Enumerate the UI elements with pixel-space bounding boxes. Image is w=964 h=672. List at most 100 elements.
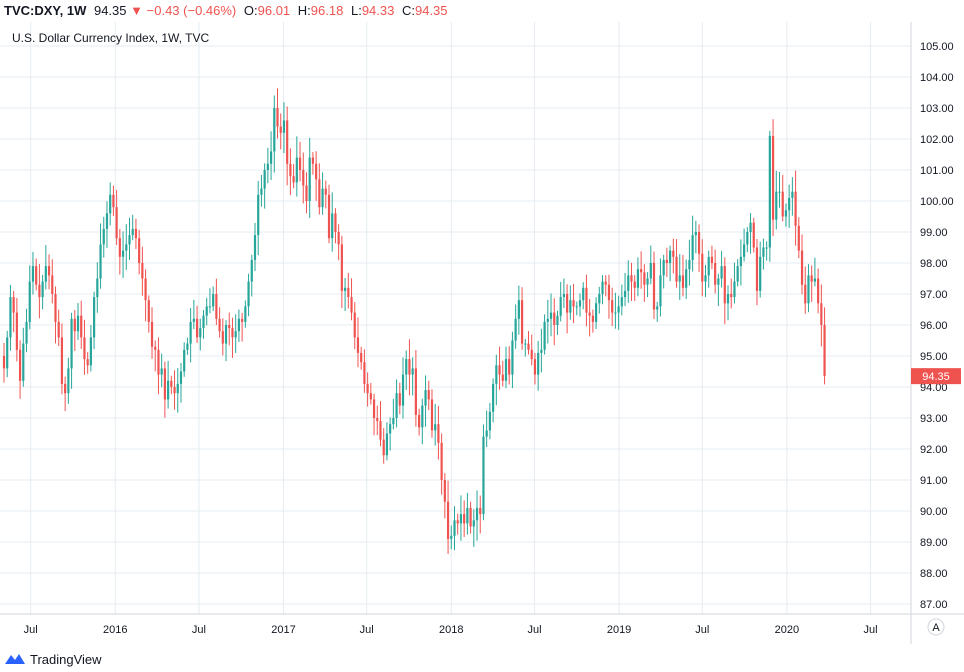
- candle-body: [289, 163, 292, 177]
- candle-body: [266, 163, 269, 170]
- candle-body: [22, 343, 25, 381]
- candle-body: [681, 275, 685, 288]
- candle-body: [173, 387, 176, 394]
- candle-body: [643, 272, 646, 285]
- candle-body: [691, 235, 694, 260]
- candle-body: [221, 331, 224, 344]
- candle-body: [401, 374, 405, 406]
- candle-body: [80, 315, 83, 338]
- time-tick-label: Jul: [863, 624, 877, 636]
- candle-body: [665, 259, 668, 263]
- candle-body: [775, 191, 778, 220]
- price-tick-label: 102.00: [920, 134, 954, 146]
- candle-body: [591, 315, 594, 322]
- candle-body: [163, 368, 166, 400]
- candle-body: [257, 194, 260, 236]
- candle-body: [797, 225, 800, 251]
- candle-body: [517, 300, 520, 319]
- candle-body: [327, 194, 331, 239]
- price-axis[interactable]: 87.00 88.00 89.00 90.00 91.00 92.00 93.00 94.00…: [920, 41, 954, 611]
- low-value: 94.33: [361, 3, 395, 18]
- candle-body: [83, 337, 86, 360]
- candle-body: [51, 275, 54, 294]
- candle-body: [450, 535, 453, 539]
- time-tick-label: Jul: [192, 624, 206, 636]
- candle-body: [453, 520, 456, 536]
- candle-body: [350, 297, 353, 313]
- price-tick-label: 94.00: [920, 382, 948, 394]
- candle-body: [247, 281, 250, 307]
- time-tick-label: 2017: [271, 624, 295, 636]
- candle-body: [549, 312, 553, 319]
- candle-body: [311, 157, 315, 164]
- close-label: C:: [401, 3, 415, 18]
- candle-body: [469, 507, 472, 527]
- candle-body: [192, 318, 195, 322]
- candle-body: [633, 281, 636, 288]
- candle-body: [324, 188, 327, 195]
- candle-body: [440, 442, 443, 480]
- time-tick-label: Jul: [360, 624, 374, 636]
- candle-body: [360, 352, 363, 363]
- candle-body: [298, 157, 302, 170]
- candle-body: [141, 263, 144, 279]
- candle-body: [566, 294, 569, 313]
- symbol-name[interactable]: TVC:DXY, 1W: [4, 3, 87, 18]
- candle-body: [414, 368, 417, 415]
- candle-body: [743, 244, 746, 257]
- candle-body: [813, 278, 816, 282]
- candle-body: [688, 259, 691, 270]
- candle-body: [372, 399, 376, 418]
- candle-body: [47, 266, 51, 276]
- price-chart[interactable]: 87.00 88.00 89.00 90.00 91.00 92.00 93.00 94.00…: [0, 22, 964, 644]
- time-tick-label: Jul: [24, 624, 38, 636]
- candle-body: [504, 359, 508, 381]
- price-tick-label: 92.00: [920, 444, 948, 456]
- candle-body: [636, 269, 640, 288]
- candle-body: [340, 244, 343, 291]
- candle-body: [540, 349, 543, 353]
- candle-body: [170, 380, 173, 387]
- price-tick-label: 101.00: [920, 165, 954, 177]
- candle-body: [302, 170, 305, 186]
- candle-body: [96, 278, 99, 298]
- candle-body: [418, 414, 421, 428]
- price-change: −0.43 (−0.46%): [146, 3, 237, 18]
- candle-body: [569, 300, 572, 313]
- candle-body: [652, 263, 656, 310]
- candle-body: [38, 284, 41, 298]
- open-value: 96.01: [257, 3, 291, 18]
- candle-body: [25, 321, 28, 344]
- candle-body: [138, 238, 141, 263]
- candle-body: [778, 191, 781, 193]
- candle-body: [125, 244, 128, 251]
- candle-body: [588, 312, 591, 316]
- open-label: O:: [243, 3, 258, 18]
- candle-body: [353, 312, 356, 338]
- price-tick-label: 90.00: [920, 506, 948, 518]
- price-tick-label: 89.00: [920, 537, 948, 549]
- last-price-label: 94.35: [911, 368, 961, 385]
- candle-body: [118, 238, 121, 257]
- candle-body: [659, 275, 662, 307]
- candle-body: [308, 157, 311, 201]
- candle-body: [279, 126, 282, 133]
- candle-body: [662, 259, 665, 276]
- price-tick-label: 95.00: [920, 351, 948, 363]
- chart-area[interactable]: 87.00 88.00 89.00 90.00 91.00 92.00 93.00 94.00…: [0, 22, 964, 644]
- time-tick-label: 2020: [775, 624, 799, 636]
- candle-body: [710, 256, 714, 263]
- candle-body: [392, 418, 395, 425]
- auto-scale-label: A: [932, 622, 940, 634]
- candle-body: [562, 294, 566, 298]
- time-axis[interactable]: Jul 2016 Jul 2017 Jul 2018 Jul 2019 Jul 2020 Jul: [24, 624, 878, 636]
- tradingview-logo-icon: [5, 654, 25, 664]
- candle-body: [759, 256, 762, 291]
- candle-body: [286, 120, 289, 164]
- candle-body: [89, 337, 92, 366]
- candle-body: [131, 228, 134, 236]
- candle-body: [572, 300, 575, 307]
- candle-body: [205, 306, 208, 316]
- candle-body: [678, 275, 681, 282]
- auto-scale-button[interactable]: A: [927, 618, 945, 636]
